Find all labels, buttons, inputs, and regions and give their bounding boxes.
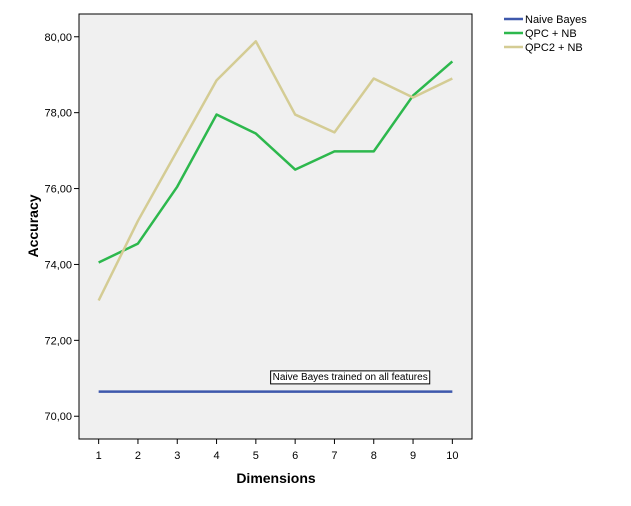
x-tick-label: 8 bbox=[371, 450, 377, 462]
legend-item: Naive Bayes bbox=[504, 14, 587, 26]
x-axis-ticks: 1 2 3 4 5 6 7 8 9 10 bbox=[96, 439, 458, 462]
x-tick-label: 1 bbox=[96, 450, 102, 462]
x-tick-label: 6 bbox=[292, 450, 298, 462]
series-lines bbox=[97, 40, 454, 393]
legend-label: QPC + NB bbox=[525, 28, 577, 40]
legend-label: Naive Bayes bbox=[525, 14, 587, 26]
y-tick-label: 72,00 bbox=[44, 335, 72, 347]
x-tick-label: 7 bbox=[331, 450, 337, 462]
y-tick-label: 70,00 bbox=[44, 411, 72, 423]
x-tick-label: 9 bbox=[410, 450, 416, 462]
legend-item: QPC2 + NB bbox=[504, 42, 583, 54]
x-tick-label: 2 bbox=[135, 450, 141, 462]
series-line-qpc2-nb bbox=[97, 40, 453, 302]
y-tick-label: 80,00 bbox=[44, 32, 72, 44]
plot-background bbox=[78, 13, 473, 440]
x-tick-label: 3 bbox=[174, 450, 180, 462]
annotation-text: Naive Bayes trained on all features bbox=[273, 372, 428, 383]
annotation-box bbox=[270, 370, 431, 385]
x-tick-label: 5 bbox=[253, 450, 259, 462]
annotation-label: Naive Bayes trained on all features bbox=[270, 370, 431, 385]
y-axis-title: Accuracy bbox=[25, 194, 41, 257]
legend-item: QPC + NB bbox=[504, 28, 577, 40]
x-tick-label: 4 bbox=[213, 450, 219, 462]
legend-label: QPC2 + NB bbox=[525, 42, 583, 54]
series-line-qpc-nb bbox=[98, 60, 454, 264]
y-tick-label: 74,00 bbox=[44, 259, 72, 271]
y-axis-ticks: 70,00 72,00 74,00 76,00 78,00 80,00 bbox=[44, 32, 79, 423]
x-axis-title: Dimensions bbox=[236, 470, 316, 486]
legend: Naive Bayes QPC + NB QPC2 + NB bbox=[504, 14, 587, 54]
annotations: Naive Bayes trained on all features bbox=[270, 370, 431, 385]
x-tick-label: 10 bbox=[446, 450, 458, 462]
y-tick-label: 76,00 bbox=[44, 184, 72, 196]
y-tick-label: 78,00 bbox=[44, 108, 72, 120]
